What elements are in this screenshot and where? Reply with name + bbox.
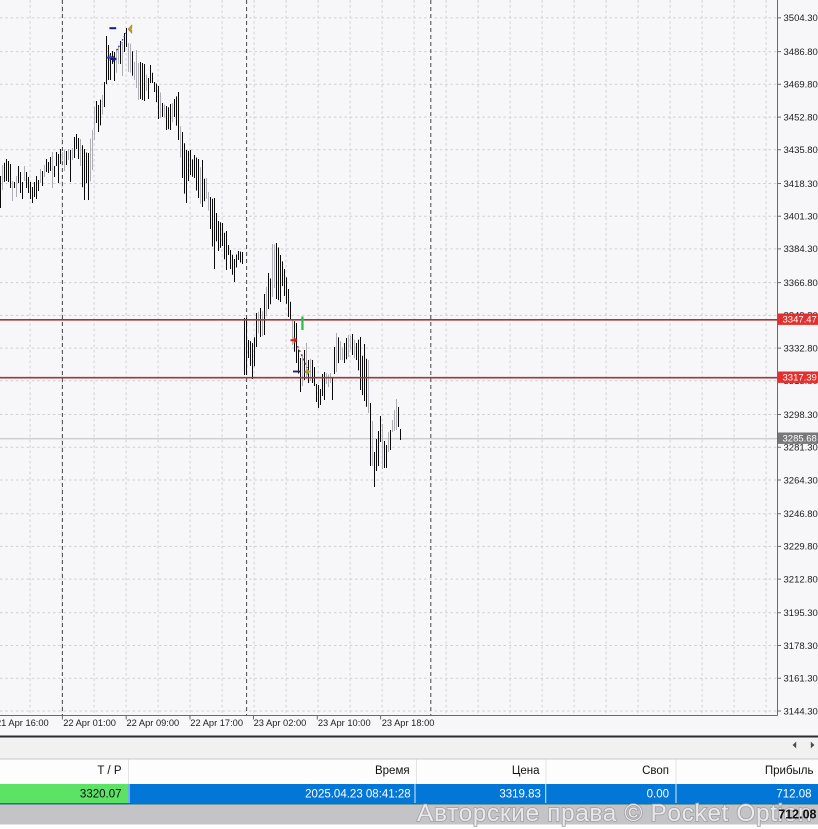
svg-text:3285.68: 3285.68 bbox=[783, 434, 817, 445]
svg-text:3452.80: 3452.80 bbox=[784, 112, 818, 123]
svg-text:2025.04.23 08:41:28: 2025.04.23 08:41:28 bbox=[305, 789, 411, 801]
svg-text:3320.07: 3320.07 bbox=[80, 789, 122, 801]
svg-text:3504.30: 3504.30 bbox=[784, 13, 818, 24]
svg-text:3401.30: 3401.30 bbox=[784, 212, 818, 223]
svg-text:3418.30: 3418.30 bbox=[784, 179, 818, 190]
svg-text:3384.30: 3384.30 bbox=[784, 244, 818, 255]
svg-text:23 Apr 02:00: 23 Apr 02:00 bbox=[254, 718, 307, 728]
svg-text:3195.30: 3195.30 bbox=[784, 608, 818, 619]
svg-text:Цена: Цена bbox=[512, 765, 540, 777]
svg-text:3178.30: 3178.30 bbox=[784, 641, 818, 652]
svg-text:712.08: 712.08 bbox=[778, 808, 816, 822]
svg-text:3347.47: 3347.47 bbox=[783, 315, 817, 326]
svg-text:3317.39: 3317.39 bbox=[783, 373, 817, 384]
svg-text:3366.80: 3366.80 bbox=[784, 278, 818, 289]
svg-text:Своп: Своп bbox=[642, 765, 669, 777]
svg-text:23 Apr 18:00: 23 Apr 18:00 bbox=[382, 718, 435, 728]
svg-text:3486.80: 3486.80 bbox=[784, 47, 818, 58]
svg-text:22 Apr 09:00: 22 Apr 09:00 bbox=[127, 718, 180, 728]
svg-text:Время: Время bbox=[375, 765, 410, 777]
svg-text:3332.80: 3332.80 bbox=[784, 343, 818, 354]
svg-text:0.00: 0.00 bbox=[647, 789, 669, 801]
svg-text:3229.80: 3229.80 bbox=[784, 542, 818, 553]
svg-text:3298.30: 3298.30 bbox=[784, 410, 818, 421]
svg-text:3469.80: 3469.80 bbox=[784, 80, 818, 91]
svg-text:Прибыль: Прибыль bbox=[765, 765, 814, 777]
svg-text:3281.30: 3281.30 bbox=[784, 443, 818, 454]
svg-text:22 Apr 01:00: 22 Apr 01:00 bbox=[63, 718, 116, 728]
svg-text:T / P: T / P bbox=[97, 765, 121, 777]
svg-text:712.08: 712.08 bbox=[776, 789, 811, 801]
svg-text:3435.80: 3435.80 bbox=[784, 145, 818, 156]
svg-text:3161.30: 3161.30 bbox=[784, 674, 818, 685]
svg-text:Авторские права © Pocket Optio: Авторские права © Pocket Option bbox=[417, 800, 812, 827]
svg-text:3246.80: 3246.80 bbox=[784, 509, 818, 520]
svg-text:3319.83: 3319.83 bbox=[499, 789, 541, 801]
svg-text:3144.30: 3144.30 bbox=[784, 706, 818, 717]
svg-text:23 Apr 10:00: 23 Apr 10:00 bbox=[318, 718, 371, 728]
svg-text:3212.80: 3212.80 bbox=[784, 574, 818, 585]
svg-text:21 Apr 16:00: 21 Apr 16:00 bbox=[0, 718, 49, 728]
svg-text:3264.30: 3264.30 bbox=[784, 475, 818, 486]
svg-text:22 Apr 17:00: 22 Apr 17:00 bbox=[190, 718, 243, 728]
